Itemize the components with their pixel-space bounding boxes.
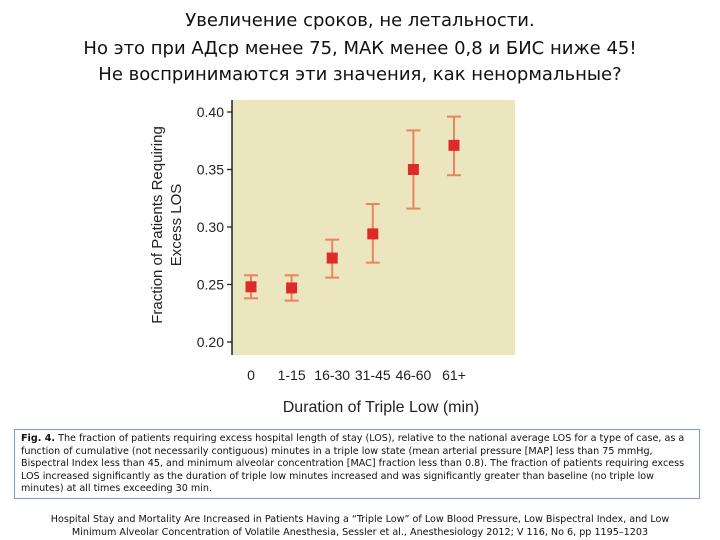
data-point [367,228,379,240]
y-tick-label: 0.40 [197,104,224,120]
slide-title-line-2: Но это при АДср менее 75, МАК менее 0,8 … [83,38,637,59]
citation: Hospital Stay and Mortality Are Increase… [0,513,720,539]
y-tick-label: 0.20 [197,334,224,350]
data-point [407,164,419,175]
x-axis-label: Duration of Triple Low (min) [283,399,480,416]
y-tick-label: 0.30 [197,219,224,235]
x-tick-label: 16-30 [314,367,350,383]
data-point [448,139,460,151]
slide-title-line-1: Увеличение сроков, не летальности. [185,10,535,31]
y-axis-label-line-2: Excess LOS [168,184,185,267]
x-tick-label: 61+ [442,367,466,383]
data-point [326,252,338,264]
x-tick-label: 46-60 [395,367,431,383]
citation-line-2: Minimum Alveolar Concentration of Volati… [71,527,649,538]
x-tick-label: 31-45 [355,367,391,383]
data-point [245,281,257,293]
chart: 0.40 0.35 0.30 0.25 0.20 0 1-15 16-30 31-45 46-6… [149,100,515,416]
y-tick-label: 0.25 [197,277,224,293]
x-tick-label: 1-15 [278,367,306,383]
y-tick-label: 0.35 [197,162,224,178]
x-tick-label: 0 [247,367,255,383]
figure-caption: Fig. 4. The fraction of patients requiri… [14,429,700,499]
slide-title-line-3: Не воспринимаются эти значения, как нено… [98,64,622,85]
caption-label: Fig. 4. [21,433,56,444]
citation-line-1: Hospital Stay and Mortality Are Increase… [50,514,670,525]
data-point [286,282,298,294]
caption-text: The fraction of patients requiring exces… [21,433,685,495]
y-axis-label-line-1: Fraction of Patients Requiring [149,126,166,324]
